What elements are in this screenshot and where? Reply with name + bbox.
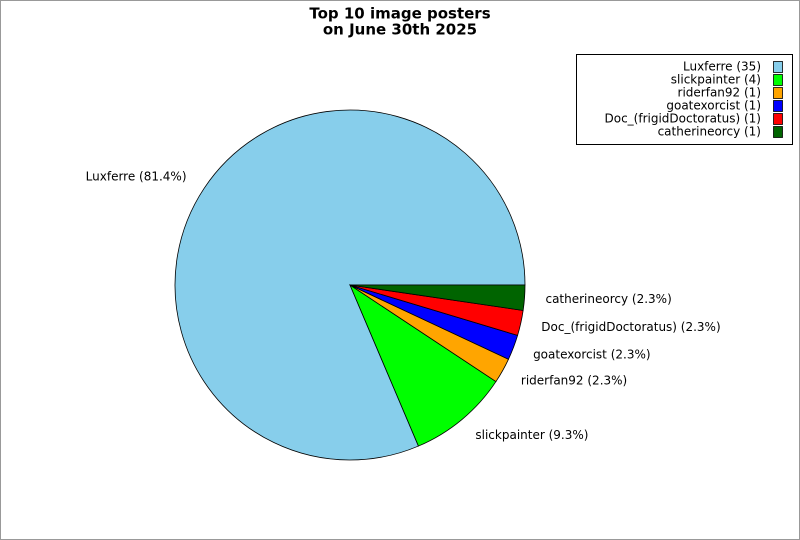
slice-label: catherineorcy (2.3%) bbox=[545, 292, 671, 306]
legend-swatch bbox=[773, 100, 783, 112]
legend-swatch bbox=[773, 74, 783, 86]
legend-label: Doc_(frigidDoctoratus) (1) bbox=[605, 112, 762, 126]
chart-title: on June 30th 2025 bbox=[323, 21, 477, 39]
legend-label: goatexorcist (1) bbox=[666, 99, 761, 113]
legend-swatch bbox=[773, 113, 783, 125]
slice-label: Doc_(frigidDoctoratus) (2.3%) bbox=[541, 320, 720, 334]
legend-label: Luxferre (35) bbox=[683, 60, 761, 74]
legend-swatch bbox=[773, 87, 783, 99]
slice-label: Luxferre (81.4%) bbox=[86, 169, 187, 183]
pie-slice bbox=[349, 283, 497, 447]
slice-label: goatexorcist (2.3%) bbox=[533, 348, 651, 362]
legend-label: catherineorcy (1) bbox=[658, 125, 761, 139]
chart-title: Top 10 image posters bbox=[309, 5, 490, 23]
slice-label: riderfan92 (2.3%) bbox=[521, 373, 627, 387]
pie-slice bbox=[349, 284, 526, 311]
legend-box bbox=[576, 54, 793, 145]
slice-label: slickpainter (9.3%) bbox=[475, 428, 588, 442]
legend-label: riderfan92 (1) bbox=[678, 86, 761, 100]
legend-label: slickpainter (4) bbox=[671, 73, 761, 87]
legend-swatch bbox=[773, 126, 783, 138]
legend-swatch bbox=[773, 61, 783, 73]
